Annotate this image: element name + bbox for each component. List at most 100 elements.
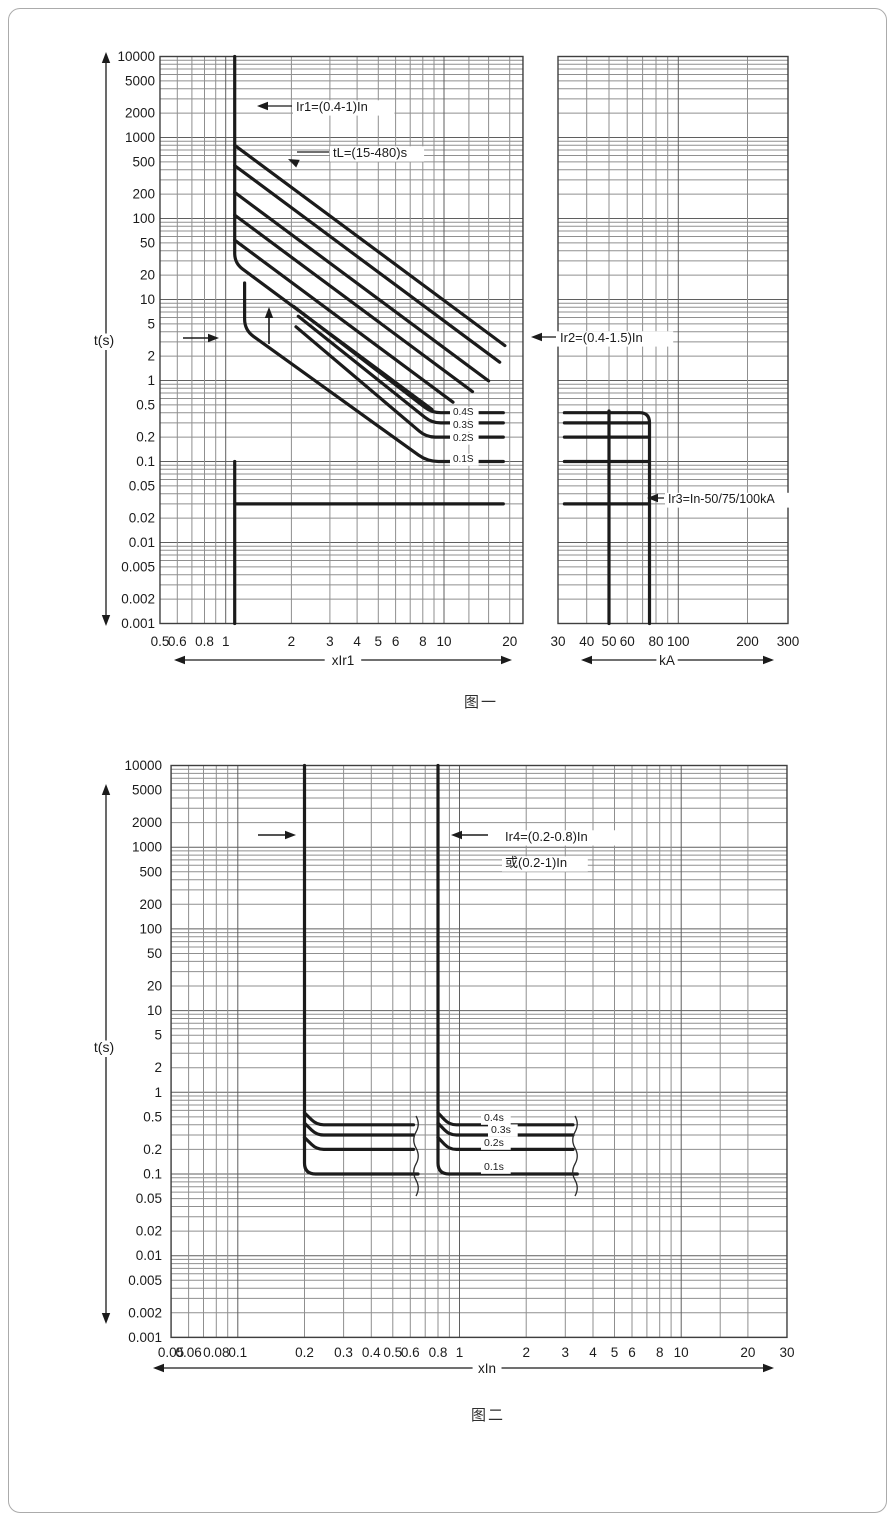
fig1-y-tick-label: 1 (147, 373, 155, 388)
fig2-x-tick-label: 8 (656, 1345, 664, 1360)
fig2-x-tick-label: 5 (611, 1345, 619, 1360)
fig1-y-axis-label: t(s) (94, 332, 114, 348)
fig1-x-tick-label: 0.8 (195, 634, 214, 649)
fig2-x-tick-label: 30 (779, 1345, 794, 1360)
fig1-y-tick-label: 200 (132, 187, 155, 202)
fig2-y-axis-down-arrowhead (101, 1313, 111, 1324)
fig2-x-tick-label: 0.06 (175, 1345, 201, 1360)
fig2-x-tick-label: 0.4 (362, 1345, 381, 1360)
fig1-delay-label-0.4S-bg (450, 406, 479, 419)
fig1-xir1-axis-label: xIr1 (332, 653, 355, 668)
fig2-curve-ir4-min-0.2s (302, 1135, 416, 1151)
fig2-x-tick-label: 3 (562, 1345, 570, 1360)
fig2-delay-label-0.3s-bg (488, 1124, 518, 1137)
fig1-ka-right-arrowhead (763, 655, 774, 665)
fig2-y-axis-label-bg (85, 1040, 123, 1057)
fig1-y-axis-label-bg (85, 333, 123, 350)
fig1-curve-tl-120s (233, 190, 491, 383)
fig1-y-tick-label: 10000 (117, 49, 155, 64)
fig1-ir3-arrowhead (647, 493, 658, 503)
fig1-ir2-arrowhead (531, 332, 542, 342)
fig1-y-tick-label: 0.2 (136, 430, 155, 445)
fig2-x-tick-label: 1 (456, 1345, 464, 1360)
fig1-ka-axis-label: kA (659, 653, 675, 668)
fig1-y-tick-label: 50 (140, 235, 155, 250)
fig1-ir1-annotation-bg (293, 100, 395, 116)
fig1-x-tick-label: 10 (436, 634, 451, 649)
fig1-ir1-arrowhead (257, 101, 268, 111)
fig2-ir4-annotation-line1: Ir4=(0.2-0.8)In (505, 829, 588, 844)
fig2-y-tick-label: 10 (147, 1003, 162, 1018)
fig1-x-tick-label: 80 (648, 634, 663, 649)
fig2-y-tick-label: 200 (139, 897, 162, 912)
fig1-curve-short-delay-0.4s (292, 304, 505, 415)
fig1-curve-short-delay-0.2s (294, 325, 505, 439)
fig2-y-tick-label: 2 (154, 1060, 162, 1075)
fig2-x-tick-label: 0.3 (334, 1345, 353, 1360)
fig1-x-tick-label: 20 (502, 634, 517, 649)
fig1-x-tick-label: 50 (602, 634, 617, 649)
fig1-curve-tl-240s (233, 164, 502, 364)
fig2-y-tick-label: 2000 (132, 815, 162, 830)
fig2-y-tick-label: 100 (139, 921, 162, 936)
fig1-delay-label-0.1S-bg (450, 453, 479, 466)
fig2-xin-axis-label: xIn (478, 1361, 496, 1376)
fig1-delay-label-0.4S: 0.4S (453, 407, 474, 418)
fig2-plot-border (170, 764, 788, 1339)
fig2-y-axis-up-arrowhead (101, 784, 111, 795)
fig1-tl-annotation-bg (330, 146, 425, 162)
fig1-x-tick-label: 3 (326, 634, 334, 649)
fig1-curve-tl-30s (233, 238, 455, 404)
fig1-curve-ir2-pickup-0.1s (243, 281, 505, 464)
fig1-x-tick-label: 1 (222, 634, 230, 649)
fig1-x-tick-label: 0.5 (151, 634, 170, 649)
fig2-x-tick-label: 0.05 (158, 1345, 184, 1360)
fig2-x-tick-label: 0.8 (429, 1345, 448, 1360)
fig1-y-tick-label: 100 (132, 211, 155, 226)
fig2-ir4-annotation-line2: 或(0.2-1)In (505, 855, 567, 870)
fig1-y-tick-label: 10 (140, 292, 155, 307)
fig2-ir4-annotation-line2-bg (502, 856, 588, 872)
fig1-y-tick-label: 5 (147, 316, 155, 331)
fig2-x-tick-label: 0.2 (295, 1345, 314, 1360)
fig2-delay-label-0.3s: 0.3s (491, 1124, 511, 1136)
fig1-x-tick-label: 40 (579, 634, 594, 649)
fig2-x-tick-label: 10 (674, 1345, 689, 1360)
fig2-y-tick-label: 1 (154, 1085, 162, 1100)
fig2-y-tick-label: 0.5 (143, 1109, 162, 1124)
fig2-y-tick-label: 0.002 (128, 1305, 162, 1320)
fig1-y-tick-label: 0.005 (121, 559, 155, 574)
fig1-delay-label-0.2S: 0.2S (453, 433, 474, 444)
fig1-delay-label-0.2S-bg (450, 432, 479, 445)
fig1-y-axis-down-arrowhead (101, 615, 111, 626)
fig1-curve-tl-480s (233, 143, 507, 348)
fig1-ir3-annotation: Ir3=In-50/75/100kA (668, 492, 775, 506)
fig2-curve-ir4-min-0.4s (302, 1111, 416, 1127)
fig2-xin-right-arrowhead (763, 1363, 774, 1373)
fig1-x-tick-label: 300 (777, 634, 800, 649)
figure2-caption: 图二 (470, 1407, 505, 1424)
fig2-x-tick-label: 0.5 (383, 1345, 402, 1360)
fig1-y-tick-label: 5000 (125, 73, 155, 88)
fig1-ir1-pointer-arrowhead (208, 333, 219, 343)
fig1-ir2-pointer-arrowhead (264, 307, 274, 318)
fig2-y-tick-label: 0.005 (128, 1273, 162, 1288)
fig1-ka-left-arrowhead (581, 655, 592, 665)
figure2: 100005000200010005002001005020105210.50.… (85, 758, 794, 1378)
fig2-delay-label-0.2s-bg (481, 1137, 511, 1150)
fig1-y-tick-label: 0.02 (129, 511, 155, 526)
fig2-y-tick-label: 500 (139, 864, 162, 879)
fig2-y-tick-label: 5000 (132, 783, 162, 798)
fig2-y-tick-label: 10000 (124, 758, 162, 773)
fig1-delay-label-0.3S: 0.3S (453, 420, 474, 431)
fig2-y-tick-label: 0.2 (143, 1142, 162, 1157)
fig1-ir1-annotation: Ir1=(0.4-1)In (296, 99, 368, 114)
fig1-curve-tl-60s (233, 213, 475, 394)
fig1-tl-arrowhead (288, 159, 300, 168)
fig1-y-tick-label: 500 (132, 154, 155, 169)
fig1-y-tick-label: 2000 (125, 106, 155, 121)
fig2-delay-label-0.1s: 0.1s (484, 1161, 504, 1173)
fig1-curve-short-delay-0.3s (296, 314, 505, 425)
fig2-delay-label-0.4s-bg (481, 1112, 511, 1125)
